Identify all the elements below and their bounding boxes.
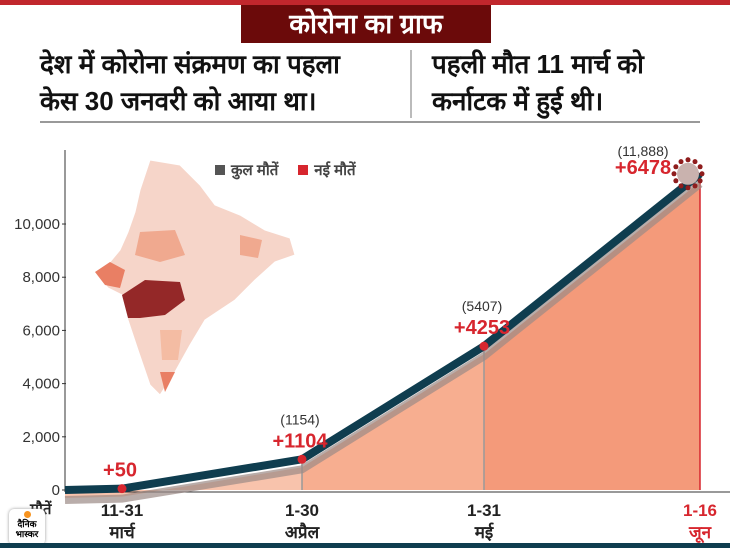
note-line: पहली मौत 11 मार्च को [432,49,644,79]
legend: कुल मौतें नई मौतें [215,160,356,180]
virus-spike [697,178,703,184]
virus-spike [678,183,684,189]
new-deaths-label: +50 [103,460,137,482]
x-tick-month: मार्च [108,522,136,542]
new-deaths-label: +1104 [272,430,328,452]
dainik-bhaskar-logo: दैनिक भास्कर [9,509,45,545]
y-tick-label: 10,000 [14,216,60,233]
area-segment [484,181,700,491]
new-deaths-label: +4253 [454,317,510,339]
y-tick-label: 0 [52,482,60,499]
virus-icon [677,162,699,185]
india-map [94,159,296,396]
virus-spike [692,159,698,165]
divider [410,50,412,118]
total-label: (5407) [462,298,502,314]
virus-spike [673,164,679,170]
x-tick-month: अप्रैल [285,522,321,542]
top-bar [0,0,730,5]
note-first-case: देश में कोरोना संक्रमण का पहला केस 30 जन… [40,46,340,120]
total-label: (1154) [280,411,319,427]
data-point [479,341,489,351]
x-tick-range: 11-31 [101,501,144,520]
x-tick-month: जून [688,523,712,544]
virus-spike [697,164,703,170]
divider [40,121,700,123]
legend-label-total: कुल मौतें [231,162,279,179]
note-line: देश में कोरोना संक्रमण का पहला [40,49,340,79]
bottom-bar [0,543,730,548]
page-title: कोरोना का ग्राफ [241,5,491,43]
x-tick-month: मई [474,522,495,542]
legend-swatch-new [298,165,309,175]
legend-swatch-total [215,165,225,175]
virus-spike [671,171,677,177]
virus-spike [699,171,705,177]
y-tick-label: 4,000 [22,376,60,393]
note-line: केस 30 जनवरी को आया था। [40,86,317,116]
legend-label-new: नई मौतें [314,162,356,179]
y-tick-label: 2,000 [22,429,60,446]
note-first-death: पहली मौत 11 मार्च को कर्नाटक में हुई थी। [432,46,644,120]
new-deaths-label: +6478 [615,157,671,179]
note-line: कर्नाटक में हुई थी। [432,86,604,116]
x-tick-range: 1-16 [683,501,717,520]
virus-spike [685,185,691,191]
virus-spike [678,159,684,165]
total-label: (11,888) [617,143,668,159]
data-point [117,484,127,494]
virus-spike [673,178,679,184]
x-tick-range: 1-30 [285,501,319,520]
x-tick-range: 1-31 [467,501,501,520]
total-deaths-shadow [64,180,703,504]
data-point [297,454,307,464]
y-tick-label: 6,000 [22,322,60,339]
virus-spike [685,157,691,163]
virus-spike [692,183,698,189]
y-tick-label: 8,000 [22,269,60,286]
